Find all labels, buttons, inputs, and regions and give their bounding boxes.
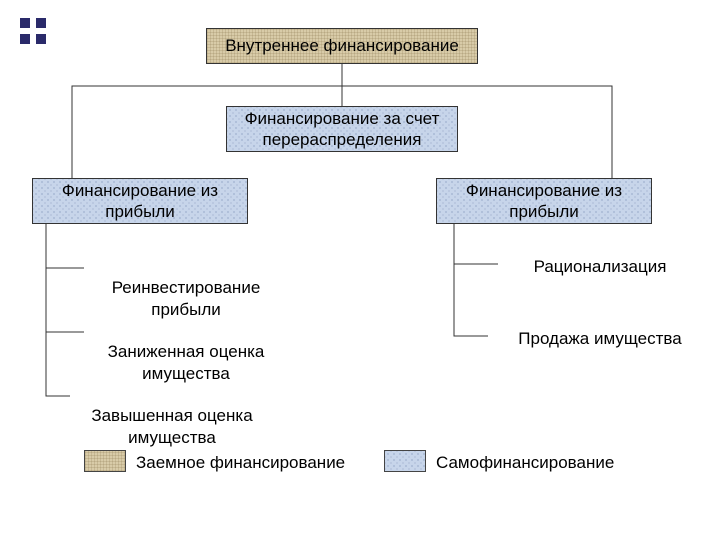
leaf-r2-label: Продажа имущества [518, 329, 681, 348]
node-left-label: Финансирование из прибыли [62, 180, 218, 223]
legend-swatch-blue [384, 450, 426, 472]
corner-bullet [36, 34, 46, 44]
leaf-l1: Реинвестирование прибыли [86, 256, 286, 320]
corner-bullet [20, 18, 30, 28]
leaf-r2: Продажа имущества [490, 328, 710, 349]
leaf-l3: Завышенная оценка имущества [72, 384, 272, 448]
node-root-label: Внутреннее финансирование [225, 35, 459, 56]
leaf-l2: Заниженная оценка имущества [86, 320, 286, 384]
node-root: Внутреннее финансирование [206, 28, 478, 64]
corner-bullet [36, 18, 46, 28]
legend-swatch-beige [84, 450, 126, 472]
leaf-r1-label: Рационализация [534, 257, 667, 276]
node-mid: Финансирование за счет перераспределения [226, 106, 458, 152]
legend-label-2: Самофинансирование [436, 452, 614, 473]
node-mid-label: Финансирование за счет перераспределения [245, 108, 440, 151]
legend-label-1: Заемное финансирование [136, 452, 345, 473]
leaf-l1-label: Реинвестирование прибыли [112, 278, 261, 318]
leaf-r1: Рационализация [500, 256, 700, 277]
node-right: Финансирование из прибыли [436, 178, 652, 224]
leaf-l3-label: Завышенная оценка имущества [91, 406, 252, 446]
node-right-label: Финансирование из прибыли [466, 180, 622, 223]
node-left: Финансирование из прибыли [32, 178, 248, 224]
leaf-l2-label: Заниженная оценка имущества [108, 342, 265, 382]
corner-bullet [20, 34, 30, 44]
